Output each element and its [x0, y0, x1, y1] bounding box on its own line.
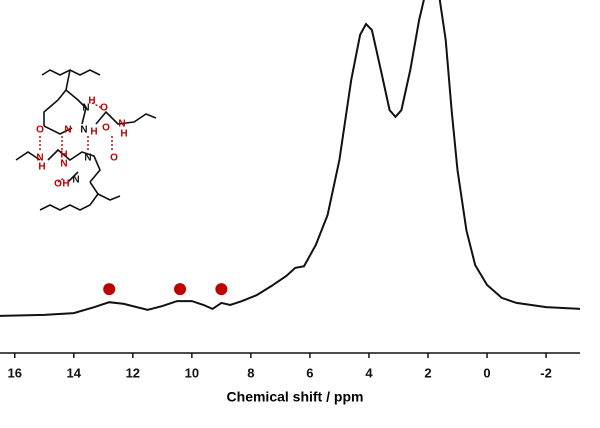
peak-marker	[103, 283, 116, 296]
x-tick-label: 6	[306, 365, 313, 380]
x-tick-label: -2	[540, 365, 552, 380]
atom-label: O	[102, 123, 110, 134]
x-tick-label: 2	[424, 365, 431, 380]
atom-label: O	[100, 103, 108, 114]
atom-label: N	[72, 175, 79, 186]
atom-label: H	[90, 127, 97, 138]
atom-label: N	[82, 103, 89, 114]
atom-label: N	[64, 125, 71, 136]
atom-label: H	[120, 129, 127, 140]
atom-label: N	[118, 119, 125, 130]
x-tick-label: 10	[185, 365, 199, 380]
atom-label: H	[62, 179, 69, 190]
peak-marker	[174, 283, 187, 296]
atom-label: O	[54, 179, 62, 190]
structure-bonds	[15, 69, 157, 211]
atom-label: N	[36, 153, 43, 164]
atom-label: H	[38, 162, 45, 173]
peak-marker	[215, 283, 228, 296]
atom-label: H	[60, 150, 67, 161]
atom-label: N	[80, 125, 87, 136]
x-axis-title: Chemical shift / ppm	[227, 389, 364, 405]
x-tick-label: 4	[365, 365, 373, 380]
x-tick-label: 14	[67, 365, 82, 380]
x-tick-label: 16	[8, 365, 22, 380]
atom-label: N	[84, 153, 91, 164]
atom-label: O	[36, 125, 44, 136]
atom-label: H	[88, 96, 95, 107]
atom-label: O	[110, 153, 118, 164]
x-tick-label: 0	[483, 365, 490, 380]
x-tick-label: 8	[247, 365, 254, 380]
atom-label: N	[60, 159, 67, 170]
x-tick-label: 12	[126, 365, 140, 380]
structure-hbonds	[39, 102, 113, 183]
spectrum-line	[0, 0, 581, 317]
